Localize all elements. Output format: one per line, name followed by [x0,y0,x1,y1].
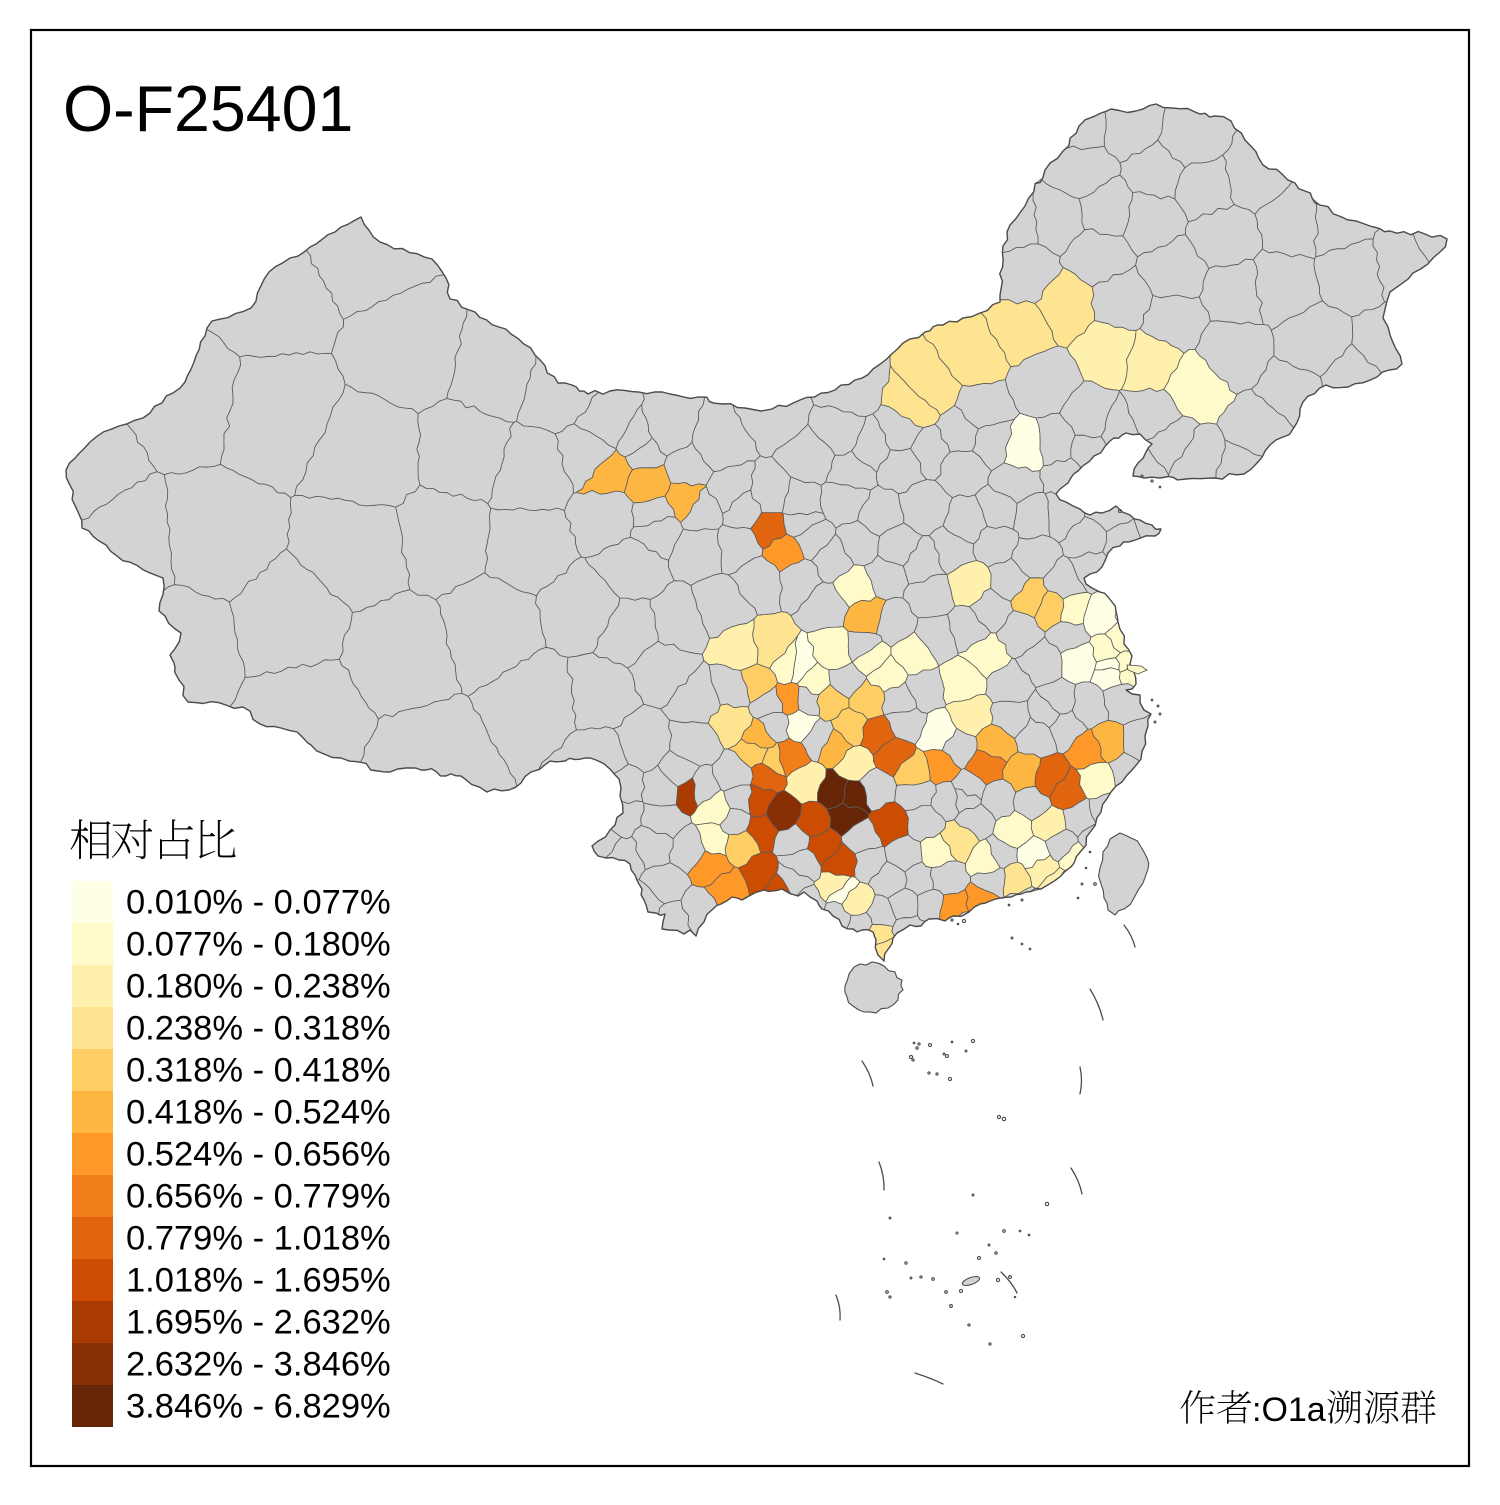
svg-text:0.418% - 0.524%: 0.418% - 0.524% [126,1094,391,1132]
svg-text:2.632% - 3.846%: 2.632% - 3.846% [126,1346,391,1384]
svg-text:0.656% - 0.779%: 0.656% - 0.779% [126,1178,391,1216]
svg-text:0.077% - 0.180%: 0.077% - 0.180% [126,926,391,964]
svg-text:0.180% - 0.238%: 0.180% - 0.238% [126,968,391,1006]
svg-text:1.018% - 1.695%: 1.018% - 1.695% [126,1262,391,1300]
svg-text:1.695% - 2.632%: 1.695% - 2.632% [126,1304,391,1342]
svg-text:0.318% - 0.418%: 0.318% - 0.418% [126,1052,391,1090]
svg-text:0.524% - 0.656%: 0.524% - 0.656% [126,1136,391,1174]
svg-text::O1a: :O1a [1252,1391,1326,1429]
svg-text:0.238% - 0.318%: 0.238% - 0.318% [126,1010,391,1048]
svg-text:0.010% - 0.077%: 0.010% - 0.077% [126,884,391,922]
svg-text:O-F25401: O-F25401 [63,73,353,145]
svg-text:3.846% - 6.829%: 3.846% - 6.829% [126,1388,391,1426]
svg-text:0.779% - 1.018%: 0.779% - 1.018% [126,1220,391,1258]
